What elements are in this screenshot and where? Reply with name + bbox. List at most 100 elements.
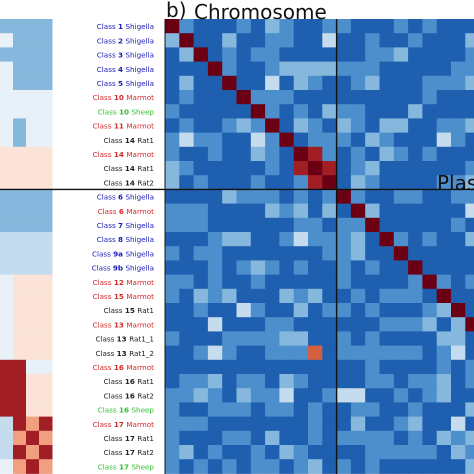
strip-cell [39, 75, 53, 91]
heatmap-cell [436, 331, 452, 347]
heatmap-cell [379, 232, 395, 247]
heatmap-cell [393, 146, 409, 162]
row-label-class: Class [93, 150, 114, 159]
row-label-number: 16 [119, 406, 132, 415]
heatmap-cell [165, 161, 180, 176]
heatmap-cell [408, 345, 423, 361]
heatmap-cell [293, 430, 309, 446]
heatmap-cell [236, 61, 252, 77]
heatmap-cell [350, 104, 366, 119]
heatmap-cell [393, 445, 409, 460]
heatmap-cell [236, 232, 252, 247]
row-label-number: 8 [118, 235, 126, 244]
heatmap-cell [336, 33, 352, 48]
row-label-host: Rat1 [137, 136, 154, 145]
heatmap-cell [465, 459, 474, 474]
heatmap-cell [179, 359, 195, 375]
heatmap-cell [451, 246, 466, 261]
heatmap-cell [393, 430, 409, 446]
heatmap-cell [207, 146, 223, 162]
row-label-number: 16 [114, 363, 127, 372]
heatmap-cell [350, 47, 366, 63]
heatmap-cell [308, 104, 323, 119]
strip-cell [13, 430, 27, 446]
heatmap-cell [451, 459, 466, 474]
heatmap-cell [350, 402, 366, 418]
strip-cell [26, 402, 40, 418]
strip-cell [0, 217, 14, 233]
heatmap-cell [165, 388, 180, 403]
heatmap-cell [236, 189, 252, 205]
strip-cell [39, 303, 53, 318]
heatmap-cell [236, 161, 252, 176]
row-label-number: 11 [114, 122, 127, 131]
heatmap-cell [408, 132, 423, 148]
row-label-host: Rat2 [137, 448, 154, 457]
heatmap-cell [422, 19, 438, 34]
heatmap-cell [279, 161, 295, 176]
heatmap-cell [451, 303, 466, 318]
heatmap-cell [293, 303, 309, 318]
heatmap-cell [250, 47, 266, 63]
heatmap-cell [465, 303, 474, 318]
heatmap-cell [336, 274, 352, 290]
strip-cell [26, 217, 40, 233]
strip-cell [26, 246, 40, 261]
heatmap-cell [222, 303, 237, 318]
heatmap-cell [222, 345, 237, 361]
heatmap-cell [422, 90, 438, 105]
heatmap-cell [250, 260, 266, 276]
heatmap-cell [250, 161, 266, 176]
heatmap-cell [165, 430, 180, 446]
strip-cell [39, 459, 53, 474]
strip-cell [39, 359, 53, 375]
row-label-number: 17 [125, 434, 138, 443]
heatmap-cell [293, 75, 309, 91]
strip-cell [26, 345, 40, 361]
heatmap-cell [393, 161, 409, 176]
heatmap-cell [436, 75, 452, 91]
heatmap-cell [179, 288, 195, 304]
row-label-host: Shigella [126, 264, 155, 273]
heatmap-cell [193, 90, 209, 105]
row-label-host: Shigella [126, 249, 155, 258]
heatmap-cell [293, 61, 309, 77]
row-label: Class 15 Marmot [93, 292, 155, 301]
heatmap-cell [436, 402, 452, 418]
row-label: Class 13 Rat1_1 [95, 335, 154, 344]
heatmap-cell [393, 75, 409, 91]
heatmap-cell [393, 217, 409, 233]
heatmap-cell [265, 146, 280, 162]
heatmap-cell [236, 47, 252, 63]
heatmap-cell [336, 61, 352, 77]
row-label-number: 3 [118, 51, 126, 60]
heatmap-cell [350, 217, 366, 233]
heatmap-cell [236, 430, 252, 446]
heatmap-cell [365, 47, 380, 63]
strip-cell [0, 203, 14, 219]
heatmap-cell [293, 132, 309, 148]
row-label: Class 14 Rat1 [104, 136, 154, 145]
heatmap-cell [293, 217, 309, 233]
heatmap-cell [308, 161, 323, 176]
row-label: Class 10 Sheep [98, 107, 155, 116]
heatmap-cell [350, 246, 366, 261]
strip-cell [13, 388, 27, 403]
heatmap-cell [422, 303, 438, 318]
strip-cell [13, 161, 27, 176]
heatmap-cell [308, 19, 323, 34]
heatmap-cell [193, 359, 209, 375]
strip-cell [26, 274, 40, 290]
heatmap-cell [350, 374, 366, 389]
strip-cell [39, 430, 53, 446]
heatmap-cell [293, 33, 309, 48]
heatmap-cell [250, 33, 266, 48]
heatmap-cell [165, 47, 180, 63]
strip-cell [26, 161, 40, 176]
heatmap-cell [265, 19, 280, 34]
heatmap-cell [207, 232, 223, 247]
heatmap-cell [222, 203, 237, 219]
heatmap-cell [222, 47, 237, 63]
heatmap-cell [279, 33, 295, 48]
